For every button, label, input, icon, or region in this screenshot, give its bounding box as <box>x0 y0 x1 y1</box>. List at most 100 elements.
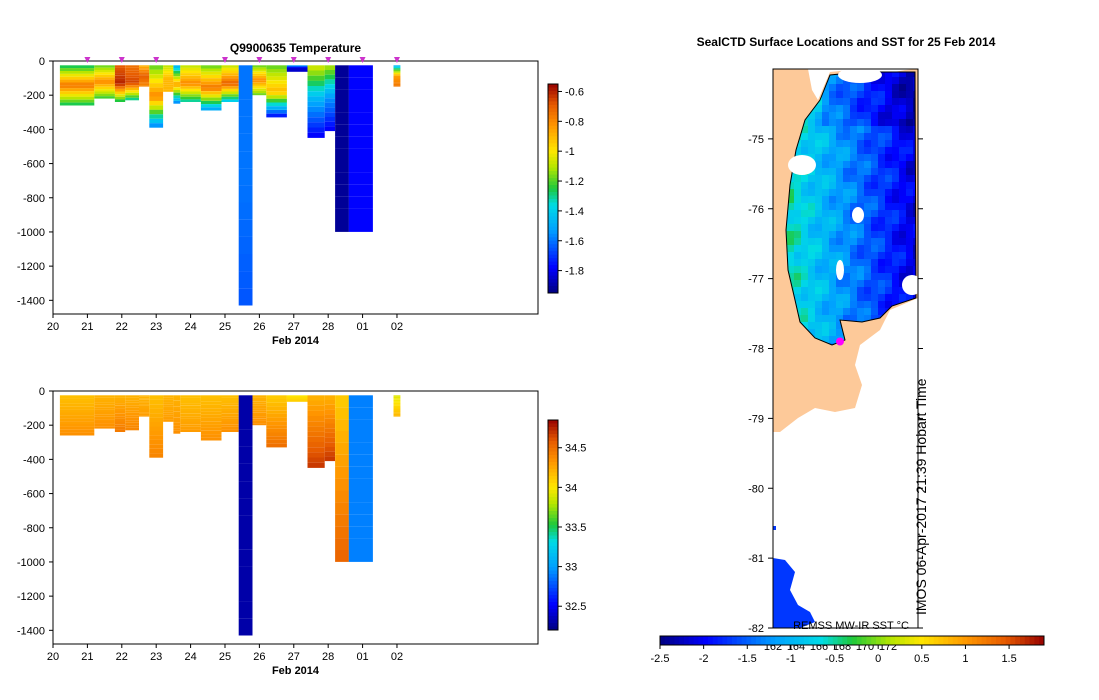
profile-cell <box>266 72 287 77</box>
profile-column <box>173 395 181 434</box>
cloud-patch <box>852 207 864 223</box>
profile-marker <box>325 57 332 63</box>
sst-cell <box>899 182 906 189</box>
sst-cell <box>815 266 822 273</box>
sst-colorbar-cell <box>885 636 891 645</box>
profile-cell <box>139 410 150 412</box>
sst-cell <box>843 140 850 147</box>
sst-cell <box>850 294 857 301</box>
sst-cell <box>836 77 843 84</box>
colorbar-cell <box>548 595 558 599</box>
sst-cell <box>899 238 906 245</box>
sst-cell <box>906 203 913 210</box>
profile-cell <box>307 101 325 107</box>
sst-cell <box>906 252 913 259</box>
sst-cell <box>822 210 829 217</box>
sst-cell <box>871 140 878 147</box>
profile-cell <box>348 407 373 420</box>
sst-colorbar-cell <box>861 636 867 645</box>
profile-cell <box>252 67 267 70</box>
x-tick-label: 21 <box>81 321 93 333</box>
profile-cell <box>59 409 95 413</box>
sst-cell <box>878 245 885 252</box>
sst-cell <box>892 245 899 252</box>
sst-cell <box>899 287 906 294</box>
profile-cell <box>238 288 253 306</box>
profile-cell <box>125 420 139 423</box>
profile-cell <box>139 77 150 79</box>
profile-cell <box>324 93 335 99</box>
sst-cell <box>801 126 808 133</box>
sst-cell <box>906 98 913 105</box>
sst-cell <box>913 308 916 315</box>
lat-tick-label: -75 <box>748 134 764 146</box>
profile-column <box>200 395 222 441</box>
sst-cell <box>822 224 829 231</box>
sst-cell <box>850 154 857 161</box>
profile-cell <box>149 404 164 409</box>
sst-colorbar-cell <box>746 636 752 645</box>
colorbar-cell <box>548 125 558 130</box>
sst-cell <box>815 154 822 161</box>
sst-cell <box>808 259 815 266</box>
sst-cell <box>815 329 822 336</box>
colorbar-tick-label: 33 <box>565 562 577 574</box>
profile-cell <box>125 70 139 73</box>
profile-cell <box>252 403 267 406</box>
colorbar-cell <box>548 150 558 155</box>
sst-cell <box>843 147 850 154</box>
sst-cell <box>843 203 850 210</box>
colorbar-cell <box>548 521 558 526</box>
sst-colorbar-cell <box>756 636 762 645</box>
sst-cell <box>815 273 822 280</box>
profile-cell <box>114 403 126 406</box>
profile-cell <box>180 416 201 419</box>
sst-colorbar-cell <box>799 636 805 645</box>
profile-cell <box>252 406 267 409</box>
sst-dot-south <box>773 526 776 530</box>
sst-cell <box>913 210 916 217</box>
sst-cell <box>801 147 808 154</box>
profile-cell <box>221 413 239 417</box>
colorbar-cell <box>548 226 558 231</box>
sst-cell <box>913 245 916 252</box>
sst-cell <box>892 77 899 84</box>
profile-cell <box>335 65 349 78</box>
profile-column <box>307 395 325 468</box>
profile-cell <box>307 410 325 416</box>
sst-cell <box>885 126 892 133</box>
profile-cell <box>348 514 373 527</box>
profile-cell <box>307 112 325 118</box>
profile-cell <box>125 97 139 101</box>
colorbar-cell <box>548 570 558 575</box>
sst-cell <box>787 203 794 210</box>
x-tick-label: 02 <box>391 651 403 663</box>
colorbar-cell <box>548 195 558 200</box>
sst-colorbar-cell <box>828 636 834 645</box>
sst-cell <box>878 189 885 196</box>
sst-cell <box>808 119 815 126</box>
sst-patch-south <box>773 558 815 628</box>
sst-colorbar-cell <box>1024 636 1031 645</box>
profile-cell <box>348 65 373 78</box>
profile-cell <box>59 76 95 80</box>
profile-cell <box>125 395 139 398</box>
colorbar-cell <box>548 619 558 624</box>
sst-cell <box>836 329 843 336</box>
profile-cell <box>139 71 150 73</box>
profile-cell <box>94 402 115 405</box>
sst-colorbar-cell <box>928 636 935 645</box>
sst-cell <box>878 308 885 315</box>
colorbar-cell <box>548 209 558 214</box>
profile-cell <box>307 127 325 133</box>
sst-cell <box>801 308 808 315</box>
sst-colorbar-cell <box>1029 636 1035 645</box>
sst-colorbar-cell <box>823 636 829 645</box>
sst-cell <box>815 182 822 189</box>
sst-cell <box>878 168 885 175</box>
profile-cell <box>238 65 253 83</box>
y-tick-label: -200 <box>23 90 45 102</box>
colorbar-cell <box>548 289 558 294</box>
colorbar-cell <box>548 567 558 571</box>
colorbar-cell <box>548 111 558 116</box>
